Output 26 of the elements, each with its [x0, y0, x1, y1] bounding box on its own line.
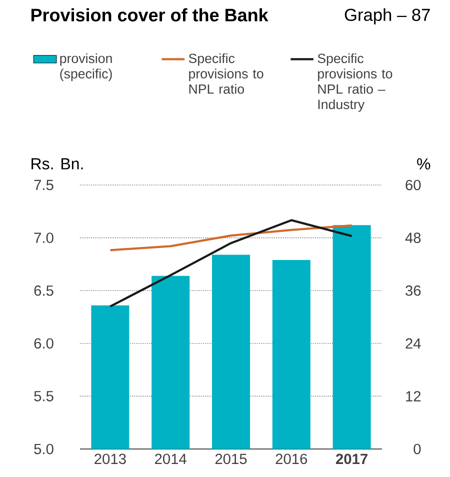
text: Graph – 87: [344, 8, 430, 24]
line-series: [109, 219, 353, 308]
x-tick-label: 2016: [276, 454, 308, 464]
y-tick-label: 7.5: [34, 180, 54, 190]
y-tick-label: 6.5: [34, 285, 54, 296]
x-tick-label: 2015: [215, 454, 247, 464]
x-tick-label: 2017: [336, 454, 368, 464]
y2-tick-label: 12: [406, 391, 421, 402]
y-tick-label: 5.5: [34, 391, 54, 402]
y2-tick-label: 0: [414, 444, 421, 454]
y-axis-title: Rs. Bn.: [32, 158, 83, 170]
chart-title: Provision cover of the Bank: [31, 8, 268, 22]
x-tick-label: 2014: [155, 454, 186, 464]
y-tick-label: 5.0: [34, 444, 54, 454]
x-tick-label: 2013: [94, 454, 126, 464]
legend-label: Specific provisions to NPL ratio – Industry: [318, 53, 392, 112]
y-tick-label: 6.0: [34, 338, 54, 349]
y2-tick-label: 36: [406, 285, 421, 296]
y2-tick-label: 48: [405, 232, 421, 244]
y2-tick-label: 24: [406, 338, 421, 349]
legend-label: Specific provisions to NPL ratio: [188, 53, 264, 94]
y2-axis-title: %: [417, 158, 430, 170]
legend-label: provision (specific): [60, 53, 112, 82]
y-tick-label: 7.0: [34, 232, 54, 243]
y2-tick-label: 60: [406, 180, 421, 190]
line-series: [109, 224, 353, 252]
